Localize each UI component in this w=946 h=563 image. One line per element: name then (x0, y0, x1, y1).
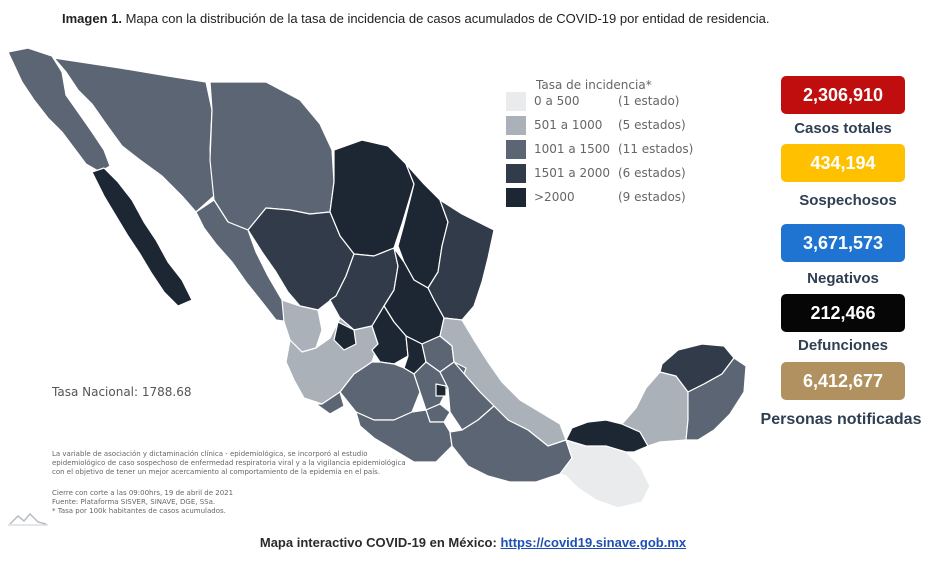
sospechosos-box: 434,194 (781, 144, 905, 182)
state-quintana-roo[interactable]: Quintana Roo (685, 357, 747, 441)
legend-item: 0 a 500 (1 estado) (506, 92, 706, 111)
figure-title-text: Mapa con la distribución de la tasa de i… (121, 11, 770, 26)
legend-count: (1 estado) (618, 94, 680, 108)
legend-count: (5 estados) (618, 118, 686, 132)
legend-range: 0 a 500 (534, 94, 580, 108)
state-chihuahua[interactable]: Chihuahua (209, 81, 335, 231)
footer: Mapa interactivo COVID-19 en México: htt… (0, 535, 946, 550)
defunciones-box: 212,466 (781, 294, 905, 332)
legend-swatch (506, 92, 526, 111)
methodology-note: La variable de asociación y dictaminació… (52, 450, 406, 477)
figure-title-label: Imagen 1. (62, 11, 122, 26)
source-line: Fuente: Plataforma SISVER, SINAVE, DGE, … (52, 498, 216, 506)
casos-totales-box: 2,306,910 (781, 76, 905, 114)
state-aguascalientes[interactable]: Aguascalientes (333, 321, 357, 351)
legend-range: 501 a 1000 (534, 118, 603, 132)
state-baja-california[interactable]: Baja California (7, 47, 111, 173)
legend-swatch (506, 140, 526, 159)
legend-count: (6 estados) (618, 166, 686, 180)
legend-item: >2000 (9 estados) (506, 188, 706, 207)
note-line: con el objetivo de tener un mejor acerca… (52, 468, 381, 476)
figure-title: Imagen 1. Mapa con la distribución de la… (62, 11, 769, 26)
legend-range: >2000 (534, 190, 575, 204)
covid-map-link[interactable]: https://covid19.sinave.gob.mx (500, 535, 687, 550)
note-line: epidemiológico de caso sospechoso de enf… (52, 459, 406, 467)
legend-item: 1001 a 1500 (11 estados) (506, 140, 706, 159)
mexico-choropleth-map: Baja California Baja California Sur Sono… (7, 47, 747, 509)
tasa-nacional: Tasa Nacional: 1788.68 (52, 385, 192, 399)
state-sonora[interactable]: Sonora (53, 57, 215, 213)
negativos-label: Negativos (807, 270, 879, 287)
source-credits: Cierre con corte a las 09:00hrs, 19 de a… (52, 489, 233, 516)
state-guanajuato[interactable]: Guanajuato (371, 305, 409, 365)
state-ciudad-de-mexico[interactable]: Ciudad de México (435, 383, 447, 397)
state-baja-california-sur[interactable]: Baja California Sur (91, 167, 193, 307)
casos-totales-label: Casos totales (794, 120, 892, 137)
legend-swatch (506, 188, 526, 207)
personas-notificadas-box: 6,412,677 (781, 362, 905, 400)
legend-range: 1001 a 1500 (534, 142, 611, 156)
cutoff-line: Cierre con corte a las 09:00hrs, 19 de a… (52, 489, 234, 497)
negativos-box: 3,671,573 (781, 224, 905, 262)
rate-footnote: * Tasa por 100k habitantes de casos acum… (52, 507, 226, 515)
sospechosos-label: Sospechosos (799, 192, 897, 209)
state-colima[interactable]: Colima (315, 391, 345, 415)
legend-item: 501 a 1000 (5 estados) (506, 116, 706, 135)
legend-count: (9 estados) (618, 190, 686, 204)
logo-icon (8, 512, 48, 526)
note-line: La variable de asociación y dictaminació… (52, 450, 368, 458)
personas-notificadas-label: Personas notificadas (760, 411, 922, 428)
legend-range: 1501 a 2000 (534, 166, 611, 180)
legend-swatch (506, 164, 526, 183)
defunciones-label: Defunciones (797, 337, 888, 354)
footer-prefix: Mapa interactivo COVID-19 en México: (259, 535, 501, 550)
legend-count: (11 estados) (618, 142, 694, 156)
legend-swatch (506, 116, 526, 135)
legend-item: 1501 a 2000 (6 estados) (506, 164, 706, 183)
legend-title: Tasa de incidencia* (536, 78, 652, 92)
